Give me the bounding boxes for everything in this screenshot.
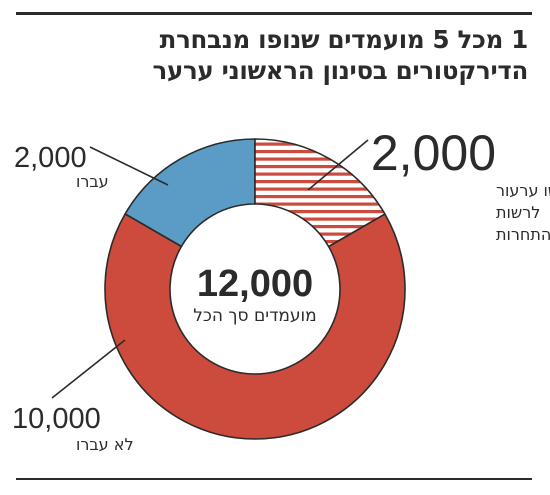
callout-appealed-label-3: התחרות <box>496 225 550 244</box>
chart-title: 1 מכל 5 מועמדים שנופו מנבחרת הדירקטורים … <box>28 24 529 86</box>
bottom-rule <box>16 478 532 480</box>
leader-line-failed <box>51 339 126 399</box>
leader-line-passed <box>89 146 169 186</box>
callout-passed-value: 2,000 <box>14 142 87 174</box>
callout-failed-label: לא עברו <box>76 435 134 454</box>
top-rule <box>16 12 532 15</box>
slice-failed <box>104 213 406 440</box>
center-total-value: 12,000 <box>197 263 313 305</box>
callout-passed-label: עברו <box>76 172 109 191</box>
callout-failed-value: 10,000 <box>12 403 101 435</box>
leader-line-appealed <box>307 139 369 191</box>
chart-title-line-2: הדירקטורים בסינון הראשוני ערער <box>152 56 529 85</box>
slice-appealed <box>254 138 386 248</box>
callout-appealed-value: 2,000 <box>371 125 496 181</box>
chart-title-line-1: 1 מכל 5 מועמדים שנופו מנבחרת <box>159 25 529 54</box>
callout-appealed-label-1: הגישו ערעור <box>496 181 550 200</box>
center-total-label: מועמדים סך הכל <box>193 306 316 326</box>
leader-lines <box>51 139 369 399</box>
callout-appealed-label-2: לרשות <box>496 203 540 222</box>
